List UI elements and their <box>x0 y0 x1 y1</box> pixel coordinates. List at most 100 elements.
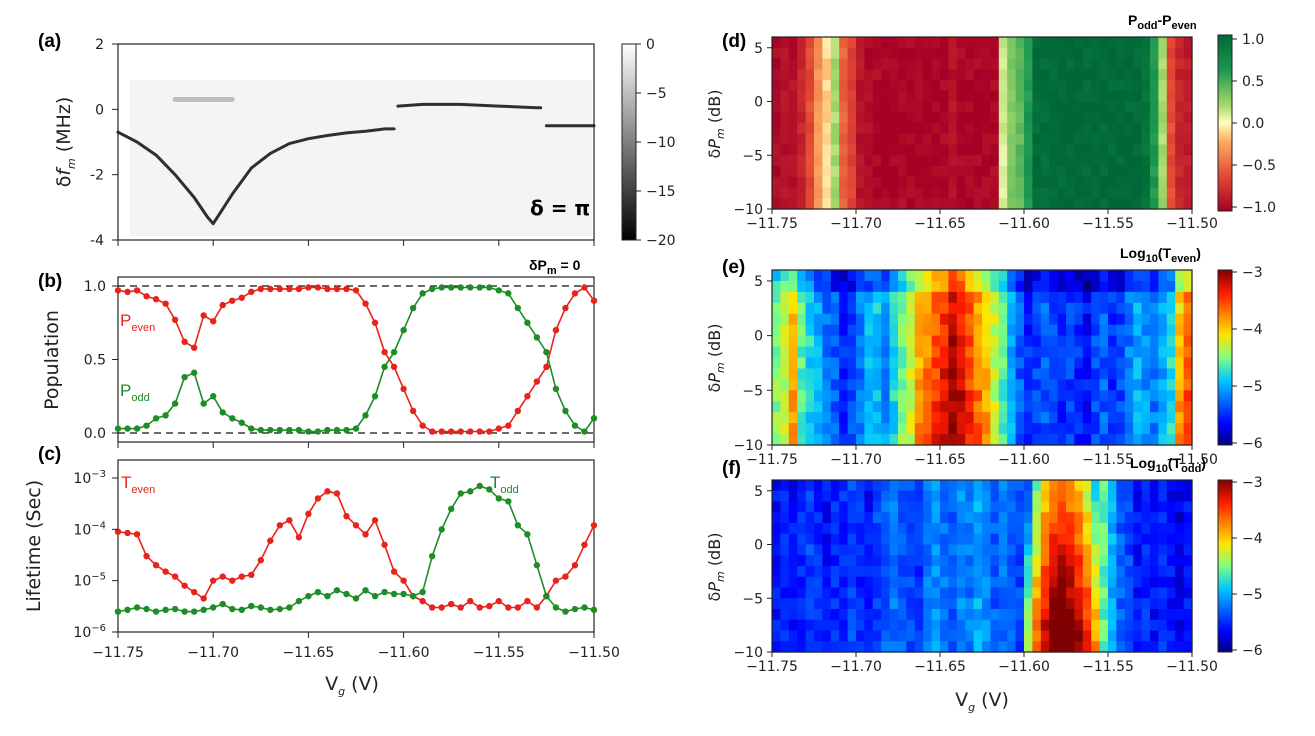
heatmap-cell <box>1066 302 1075 315</box>
point-P_even <box>286 285 293 293</box>
heatmap-cell <box>948 270 958 282</box>
heatmap-cell <box>982 291 991 304</box>
heatmap-cell <box>965 501 975 513</box>
heatmap-cell <box>1066 641 1075 653</box>
cbar-tick-label: 1.0 <box>1242 32 1264 48</box>
heatmap-cell <box>1049 379 1059 391</box>
heatmap-cell <box>1032 587 1042 599</box>
heatmap-cell <box>788 379 798 391</box>
heatmap-cell <box>1158 112 1168 124</box>
heatmap-cell <box>898 357 907 370</box>
heatmap-cell <box>1108 37 1117 49</box>
heatmap-cell <box>923 555 933 567</box>
heatmap-cell <box>1066 187 1075 199</box>
heatmap-cell <box>839 423 849 435</box>
heatmap-cell <box>1082 313 1092 326</box>
heatmap-cell <box>856 587 865 599</box>
heatmap-cell <box>822 166 832 178</box>
heatmap-cell <box>1015 480 1025 492</box>
heatmap-cell <box>788 434 798 446</box>
heatmap-cell <box>797 512 807 524</box>
heatmap-cell <box>1040 630 1050 642</box>
heatmap-cell <box>788 490 798 503</box>
heatmap-cell <box>940 270 949 282</box>
heatmap-cell <box>881 90 891 103</box>
heatmap-cell <box>856 434 865 446</box>
heatmap-cell <box>1175 641 1185 653</box>
heatmap-cell <box>788 313 798 326</box>
heatmap-cell <box>956 566 966 578</box>
heatmap-cell <box>948 598 958 610</box>
heatmap-cell <box>998 80 1008 92</box>
heatmap-cell <box>931 390 941 402</box>
heatmap-cell <box>940 501 949 513</box>
heatmap-cell <box>864 412 874 424</box>
heatmap-cell <box>931 609 941 621</box>
panel-e-colorbar <box>1217 269 1233 446</box>
panel-a-colorbar <box>621 43 637 241</box>
heatmap-cell <box>1183 434 1193 446</box>
heatmap-cell <box>864 346 874 359</box>
heatmap-cell <box>1150 58 1159 70</box>
heatmap-cell <box>1032 544 1042 556</box>
heatmap-cell <box>1133 313 1143 326</box>
heatmap-cell <box>948 198 958 210</box>
heatmap-cell <box>1183 576 1193 589</box>
heatmap-cell <box>847 187 857 199</box>
heatmap-cell <box>1108 379 1117 391</box>
heatmap-cell <box>982 490 991 503</box>
heatmap-cell <box>990 176 1000 189</box>
heatmap-cell <box>1082 401 1092 413</box>
heatmap-cell <box>906 619 916 632</box>
heatmap-cell <box>881 346 891 359</box>
heatmap-cell <box>1166 101 1176 113</box>
heatmap-cell <box>940 101 949 113</box>
heatmap-cell <box>1108 587 1117 599</box>
heatmap-cell <box>1166 434 1176 446</box>
ytick-label: 0 <box>754 95 763 111</box>
heatmap-cell <box>1082 187 1092 199</box>
heatmap-cell <box>898 47 907 60</box>
heatmap-cell <box>914 587 924 599</box>
heatmap-cell <box>990 630 1000 642</box>
heatmap-cell <box>830 112 840 124</box>
heatmap-cell <box>931 69 941 81</box>
heatmap-cell <box>1099 346 1109 359</box>
point-P_odd <box>533 334 541 341</box>
heatmap-cell <box>772 434 781 446</box>
heatmap-cell <box>914 630 924 642</box>
heatmap-cell <box>1150 544 1159 556</box>
heatmap-cell <box>965 480 975 492</box>
heatmap-cell <box>948 166 958 178</box>
heatmap-cell <box>872 176 882 189</box>
heatmap-cell <box>1091 166 1101 178</box>
point-T_odd <box>114 608 122 615</box>
heatmap-cell <box>1040 335 1050 348</box>
heatmap-cell <box>931 280 941 293</box>
heatmap-cell <box>1150 90 1159 103</box>
heatmap-cell <box>1166 80 1176 92</box>
point-P_odd <box>495 287 502 294</box>
heatmap-cell <box>1015 390 1025 402</box>
point-P_even <box>152 296 160 303</box>
heatmap-cell <box>864 58 874 70</box>
heatmap-cell <box>1074 390 1084 402</box>
heatmap-cell <box>1166 37 1176 49</box>
heatmap-cell <box>881 133 891 146</box>
heatmap-cell <box>948 176 958 189</box>
heatmap-cell <box>1040 324 1050 337</box>
heatmap-cell <box>889 390 899 402</box>
heatmap-cell <box>772 630 781 642</box>
heatmap-cell <box>872 576 882 589</box>
heatmap-cell <box>906 346 916 359</box>
heatmap-cell <box>965 280 975 293</box>
heatmap-cell <box>1074 523 1084 535</box>
heatmap-cell <box>923 346 933 359</box>
point-P_odd <box>314 428 322 435</box>
heatmap-cell <box>973 630 983 642</box>
heatmap-cell <box>940 566 949 578</box>
heatmap-cell <box>1024 144 1033 156</box>
heatmap-cell <box>814 280 823 293</box>
heatmap-cell <box>965 555 975 567</box>
heatmap-cell <box>931 401 941 413</box>
